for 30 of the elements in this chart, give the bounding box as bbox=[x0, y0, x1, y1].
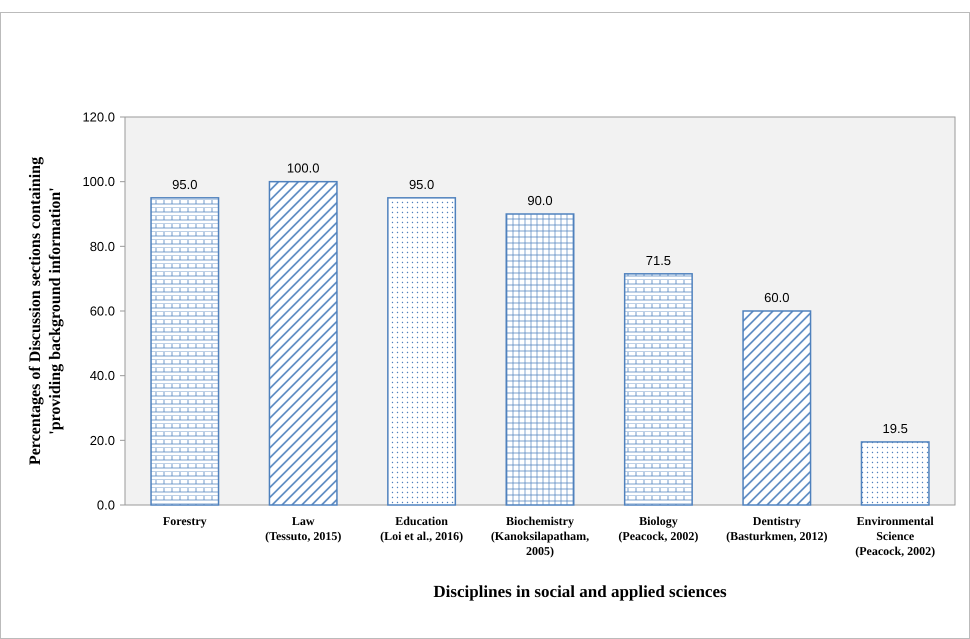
x-axis-title: Disciplines in social and applied sciences bbox=[433, 582, 728, 601]
bar bbox=[150, 197, 220, 506]
bar bbox=[268, 180, 338, 506]
bar bbox=[742, 310, 812, 506]
x-tick-label: Biology (Peacock, 2002) bbox=[618, 514, 698, 543]
data-label: 19.5 bbox=[882, 420, 908, 436]
bar bbox=[860, 441, 930, 506]
bar bbox=[387, 197, 456, 506]
x-tick-label: Education (Loi et al., 2016) bbox=[380, 514, 464, 543]
y-tick-label: 100.0 bbox=[82, 174, 115, 190]
y-tick-label: 120.0 bbox=[82, 110, 115, 125]
x-tick-label: Biochemistry (Kanoksilapatham, 2005) bbox=[490, 514, 590, 558]
data-label: 100.0 bbox=[286, 160, 320, 176]
y-tick-label: 40.0 bbox=[90, 368, 115, 384]
data-label: 95.0 bbox=[408, 176, 434, 192]
x-tick-label: Forestry bbox=[162, 514, 207, 528]
x-tick-label: Law (Tessuto, 2015) bbox=[265, 514, 342, 543]
y-axis-title: Percentages of Discussion sections containing 'providing background information' bbox=[27, 156, 64, 466]
y-tick-label: 80.0 bbox=[90, 238, 115, 254]
y-tick-label: 60.0 bbox=[90, 304, 115, 319]
y-tick-label: 20.0 bbox=[90, 432, 115, 448]
bar bbox=[506, 213, 574, 506]
y-tick-label: 0.0 bbox=[96, 498, 115, 513]
bar bbox=[624, 273, 693, 506]
data-label: 95.0 bbox=[172, 176, 198, 192]
data-label: 60.0 bbox=[764, 290, 790, 305]
data-label: 71.5 bbox=[646, 252, 672, 268]
x-tick-label: Environmental Science (Peacock, 2002) bbox=[855, 514, 936, 558]
data-label: 90.0 bbox=[527, 193, 553, 208]
x-tick-label: Dentistry (Basturkmen, 2012) bbox=[726, 514, 828, 543]
